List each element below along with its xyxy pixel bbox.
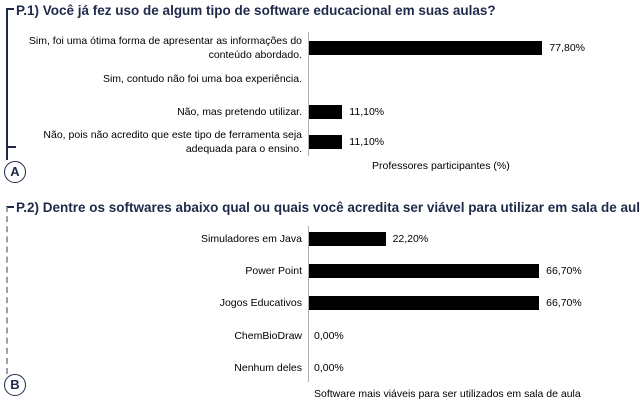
- panel-a-bracket-tick: [6, 146, 16, 148]
- panel-a-y-axis: [308, 32, 309, 156]
- panel-a-category-label: Sim, foi uma ótima forma de apresentar a…: [28, 35, 302, 61]
- panel-b-bar: [309, 264, 540, 278]
- panel-b-axis-title: Software mais viáveis para ser utilizado…: [314, 388, 581, 400]
- panel-a-bracket: [6, 8, 14, 160]
- panel-b-value-label: 0,00%: [314, 330, 344, 342]
- panel-b-badge: B: [4, 374, 26, 396]
- panel-b-value-label: 66,70%: [546, 265, 582, 277]
- panel-a-value-label: 11,10%: [349, 136, 385, 148]
- panel-a-value-label: 11,10%: [349, 106, 385, 118]
- panel-a-bar: [309, 105, 343, 119]
- panel-a-bar: [309, 41, 543, 55]
- panel-a-title: P.1) Você já fez uso de algum tipo de so…: [16, 3, 496, 18]
- panel-b-bar: [309, 296, 540, 310]
- panel-b-category-label: Nenhum deles: [234, 362, 302, 374]
- panel-b-bar: [309, 232, 386, 246]
- panel-b-bracket: [6, 206, 14, 374]
- panel-a-badge: A: [4, 161, 26, 183]
- panel-b-value-label: 22,20%: [392, 233, 429, 245]
- panel-a-bar: [309, 135, 343, 149]
- panel-b-category-label: Jogos Educativos: [219, 297, 302, 309]
- panel-b-category-label: Simuladores em Java: [201, 233, 302, 245]
- panel-b-title: P.2) Dentre os softwares abaixo qual ou …: [16, 200, 640, 215]
- panel-b-category-label: ChemBioDraw: [234, 330, 302, 342]
- panel-a-category-label: Não, pois não acredito que este tipo de …: [43, 129, 302, 155]
- panel-a-category-label: Não, mas pretendo utilizar.: [177, 106, 302, 118]
- panel-a-value-label: 77,80%: [549, 42, 586, 54]
- panel-b-value-label: 66,70%: [546, 297, 582, 309]
- panel-b-category-label: Power Point: [245, 265, 302, 277]
- panel-b-value-label: 0,00%: [314, 362, 344, 374]
- panel-a-category-label: Sim, contudo não foi uma boa experiência…: [102, 73, 302, 85]
- panel-b-y-axis: [308, 226, 309, 382]
- panel-a-axis-title: Professores participantes (%): [372, 160, 510, 172]
